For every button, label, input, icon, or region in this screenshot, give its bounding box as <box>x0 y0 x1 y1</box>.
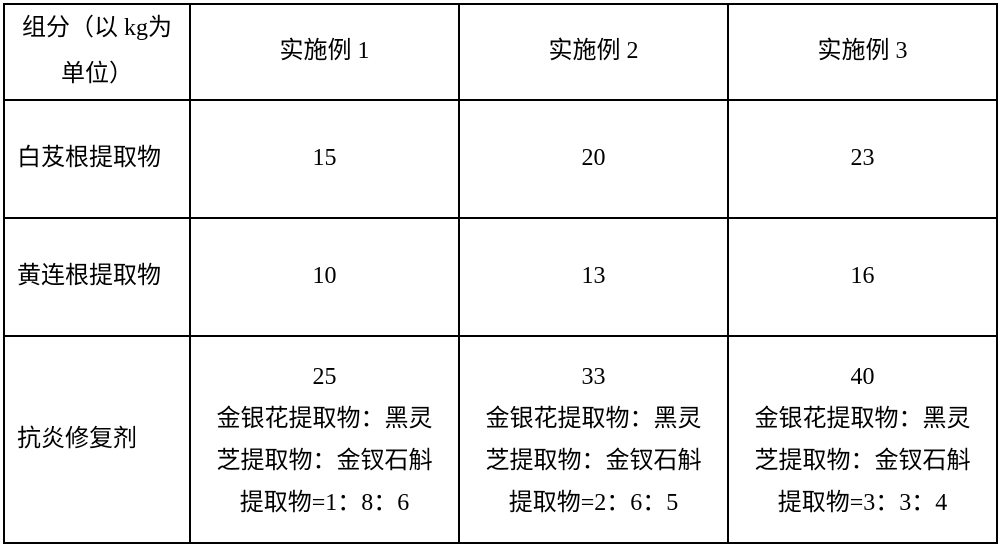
cell-value: 15 <box>190 100 459 218</box>
cell-value: 16 <box>728 218 997 336</box>
row-label: 黄连根提取物 <box>4 218 190 336</box>
cell-value: 20 <box>459 100 728 218</box>
table-row: 白芨根提取物 15 20 23 <box>4 100 997 218</box>
table-container: 组分（以 kg为单位） 实施例 1 实施例 2 实施例 3 白芨根提取物 15 … <box>0 0 1000 545</box>
row-label: 抗炎修复剂 <box>4 336 190 543</box>
ratio-desc-line: 金银花提取物：黑灵 <box>470 398 717 440</box>
ratio-desc-line: 提取物=1：8：6 <box>201 482 448 524</box>
cell-value-ratio: 40 金银花提取物：黑灵 芝提取物：金钗石斛 提取物=3：3：4 <box>728 336 997 543</box>
composition-table: 组分（以 kg为单位） 实施例 1 实施例 2 实施例 3 白芨根提取物 15 … <box>3 3 998 544</box>
header-ex2: 实施例 2 <box>459 4 728 100</box>
header-ex3: 实施例 3 <box>728 4 997 100</box>
ratio-value: 40 <box>739 356 986 398</box>
cell-value: 13 <box>459 218 728 336</box>
cell-value: 10 <box>190 218 459 336</box>
ratio-value: 33 <box>470 356 717 398</box>
ratio-desc-line: 芝提取物：金钗石斛 <box>470 440 717 482</box>
ratio-desc-line: 提取物=2：6：5 <box>470 482 717 524</box>
ratio-value: 25 <box>201 356 448 398</box>
table-row: 黄连根提取物 10 13 16 <box>4 218 997 336</box>
ratio-desc-line: 芝提取物：金钗石斛 <box>739 440 986 482</box>
ratio-desc-line: 金银花提取物：黑灵 <box>739 398 986 440</box>
header-ex1: 实施例 1 <box>190 4 459 100</box>
ratio-desc-line: 金银花提取物：黑灵 <box>201 398 448 440</box>
cell-value: 23 <box>728 100 997 218</box>
header-component: 组分（以 kg为单位） <box>4 4 190 100</box>
cell-value-ratio: 25 金银花提取物：黑灵 芝提取物：金钗石斛 提取物=1：8：6 <box>190 336 459 543</box>
table-row: 抗炎修复剂 25 金银花提取物：黑灵 芝提取物：金钗石斛 提取物=1：8：6 3… <box>4 336 997 543</box>
row-label: 白芨根提取物 <box>4 100 190 218</box>
table-header-row: 组分（以 kg为单位） 实施例 1 实施例 2 实施例 3 <box>4 4 997 100</box>
ratio-desc-line: 提取物=3：3：4 <box>739 482 986 524</box>
ratio-desc-line: 芝提取物：金钗石斛 <box>201 440 448 482</box>
cell-value-ratio: 33 金银花提取物：黑灵 芝提取物：金钗石斛 提取物=2：6：5 <box>459 336 728 543</box>
